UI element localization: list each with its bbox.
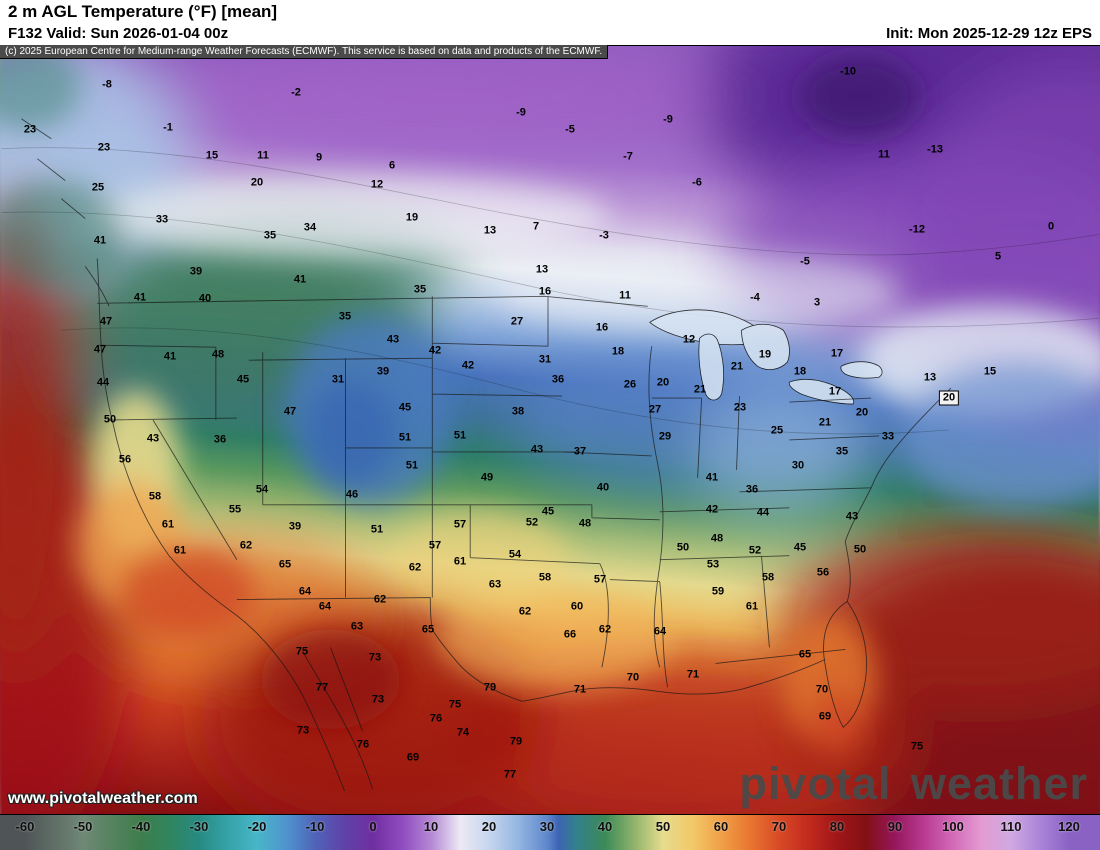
temperature-colorbar: -60 -50 -40 -30 -20 -10 0 10 20 30 40 50 60 70 80 90 100… (0, 815, 1100, 850)
watermark-url: www.pivotalweather.com (8, 790, 198, 807)
great-lakes (649, 309, 883, 405)
colorbar-tick: 10 (423, 819, 439, 834)
colorbar-tick: -10 (305, 819, 325, 834)
colorbar-tick: 30 (539, 819, 555, 834)
colorbar-tick: -50 (73, 819, 93, 834)
colorbar-tick: 70 (771, 819, 787, 834)
colorbar-tick: -20 (247, 819, 267, 834)
temperature-map[interactable] (0, 45, 1100, 815)
colorbar-tick: 50 (655, 819, 671, 834)
ecmwf-copyright: (c) 2025 European Centre for Medium-rang… (0, 45, 609, 59)
page-title: 2 m AGL Temperature (°F) [mean] (8, 2, 278, 21)
colorbar-tick: -60 (15, 819, 35, 834)
contour-lines (1, 147, 1099, 435)
colorbar-tick: -30 (189, 819, 209, 834)
colorbar-tick: 120 (1058, 819, 1080, 834)
colorbar-tick: 0 (369, 819, 377, 834)
geographic-borders (21, 118, 952, 792)
temperature-blobs-small (0, 46, 1100, 760)
colorbar-tick: 60 (713, 819, 729, 834)
temperature-field-svg (0, 46, 1100, 814)
colorbar-tick: 40 (597, 819, 613, 834)
colorbar-tick: 90 (887, 819, 903, 834)
colorbar-tick: 100 (942, 819, 964, 834)
colorbar-tick: 20 (481, 819, 497, 834)
brand-watermark: pivotal weather (739, 758, 1088, 809)
init-time-label: Init: Mon 2025-12-29 12z EPS (886, 25, 1092, 42)
colorbar-tick: -40 (131, 819, 151, 834)
valid-time-label: F132 Valid: Sun 2026-01-04 00z (8, 25, 229, 42)
colorbar-tick: 80 (829, 819, 845, 834)
colorbar-tick: 110 (1000, 819, 1022, 834)
